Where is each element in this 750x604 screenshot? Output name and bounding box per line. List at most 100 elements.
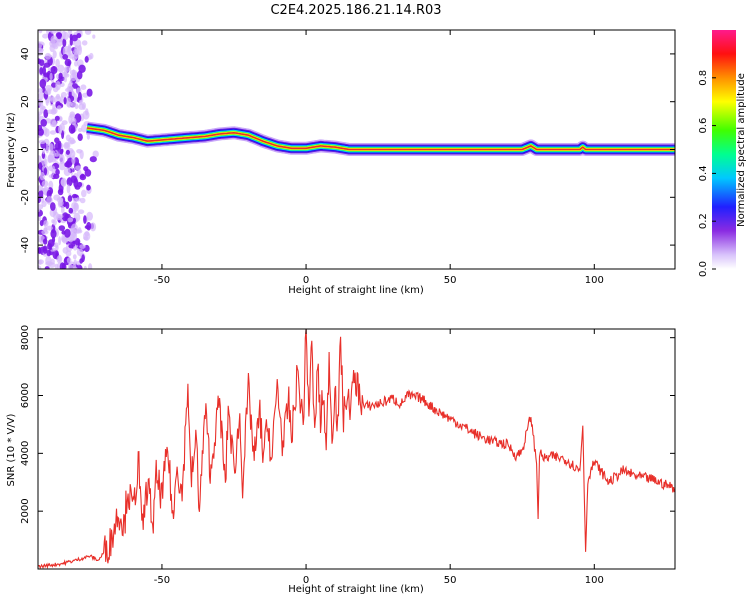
spectrogram-noise-region: [38, 30, 99, 269]
noise-blob: [51, 82, 57, 88]
noise-blob: [58, 225, 66, 232]
y-tick-label: 20: [20, 95, 31, 108]
noise-blob: [47, 239, 55, 248]
noise-blob: [43, 167, 48, 176]
colorbar-tick-label: 0.8: [698, 70, 709, 86]
noise-blob: [57, 214, 64, 219]
noise-blob: [81, 189, 87, 198]
noise-blob: [38, 215, 42, 222]
noise-blob: [57, 140, 62, 150]
spectrogram-ridge: [81, 121, 675, 156]
noise-blob: [79, 99, 83, 106]
x-tick-label: 50: [444, 275, 457, 286]
noise-blob: [63, 31, 69, 41]
noise-blob: [58, 236, 62, 246]
noise-blob: [52, 50, 57, 59]
noise-blob: [70, 117, 77, 126]
noise-blob: [84, 169, 92, 177]
noise-blob: [60, 95, 64, 104]
snr-y-axis-label: SNR (10 * V/V): [6, 413, 17, 486]
noise-blob: [60, 177, 67, 187]
noise-blob: [46, 196, 53, 205]
noise-blob: [72, 217, 76, 224]
noise-blob: [66, 257, 72, 264]
noise-blob: [52, 104, 56, 112]
noise-blob: [45, 146, 49, 154]
noise-blob: [76, 169, 82, 177]
noise-blob: [43, 62, 51, 68]
noise-blob: [42, 33, 49, 39]
noise-blob: [81, 40, 88, 46]
noise-blob: [76, 248, 84, 257]
noise-blob: [43, 227, 48, 232]
noise-blob: [63, 167, 71, 177]
noise-blob: [73, 178, 79, 188]
noise-blob: [57, 38, 63, 47]
noise-blob: [40, 119, 47, 127]
noise-blob: [76, 70, 83, 80]
noise-blob: [74, 103, 79, 110]
noise-blob: [41, 180, 49, 188]
noise-blob: [49, 130, 57, 135]
noise-blob: [64, 214, 69, 221]
noise-blob: [88, 263, 93, 269]
snr-x-axis-label: Height of straight line (km): [288, 584, 424, 595]
noise-blob: [68, 244, 74, 249]
noise-blob: [69, 73, 77, 81]
noise-blob: [52, 219, 57, 226]
noise-blob: [77, 91, 82, 101]
noise-blob: [39, 78, 47, 89]
noise-blob: [39, 67, 44, 75]
noise-blob: [54, 137, 60, 144]
noise-blob: [44, 128, 50, 137]
ridge-core: [86, 127, 675, 151]
colorbar: [712, 30, 736, 269]
noise-blob: [71, 155, 76, 165]
noise-blob: [48, 262, 56, 268]
noise-blob: [72, 261, 77, 269]
noise-blob: [83, 265, 87, 269]
y-tick-label: 40: [20, 48, 31, 61]
noise-blob: [92, 34, 96, 39]
noise-blob: [66, 97, 71, 107]
noise-blob: [77, 209, 85, 214]
snr-y-ticks: 2000 4000 6000 8000: [20, 325, 675, 524]
chart-title: C2E4.2025.186.21.14.R03: [270, 3, 441, 18]
noise-blob: [62, 47, 66, 56]
noise-blob: [55, 93, 61, 100]
noise-blob: [71, 193, 78, 199]
noise-blob: [65, 134, 71, 142]
y-tick-label: 6000: [20, 383, 31, 408]
noise-blob: [49, 118, 57, 127]
noise-blob: [48, 95, 55, 101]
noise-blob: [67, 264, 74, 269]
noise-blob: [43, 238, 48, 245]
noise-blob: [58, 124, 63, 134]
noise-blob: [56, 255, 63, 264]
noise-blob: [49, 72, 53, 81]
noise-blob: [46, 190, 52, 199]
noise-blob: [69, 69, 77, 75]
noise-blob: [62, 38, 67, 47]
noise-blob: [80, 84, 87, 90]
colorbar-tick-label: 0.4: [698, 165, 709, 181]
noise-blob: [78, 103, 85, 110]
noise-blob: [69, 139, 76, 144]
noise-blob: [44, 90, 51, 95]
noise-blob: [38, 189, 44, 198]
noise-blob: [86, 133, 90, 140]
noise-blob: [77, 133, 83, 141]
noise-blob: [61, 130, 65, 140]
noise-blob: [62, 54, 69, 60]
noise-blob: [38, 41, 43, 50]
noise-blob: [54, 115, 60, 121]
noise-blob: [84, 30, 92, 35]
noise-blob: [46, 249, 52, 257]
noise-blob: [64, 228, 71, 238]
noise-blob: [38, 259, 44, 265]
x-tick-label: 50: [444, 575, 457, 586]
noise-blob: [89, 52, 94, 60]
noise-blob: [56, 105, 62, 110]
noise-blob: [51, 165, 56, 175]
noise-blob: [50, 66, 58, 74]
